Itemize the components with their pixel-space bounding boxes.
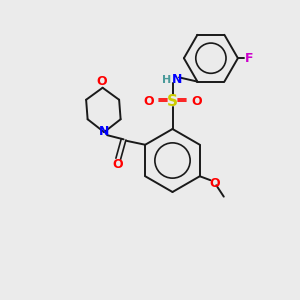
Text: N: N [99, 125, 109, 138]
Text: H: H [162, 75, 171, 85]
Text: O: O [191, 95, 202, 108]
Text: S: S [167, 94, 178, 109]
Text: F: F [245, 52, 254, 65]
Text: O: O [112, 158, 123, 171]
Text: N: N [172, 73, 182, 86]
Text: O: O [97, 75, 107, 88]
Text: O: O [209, 177, 220, 190]
Text: O: O [143, 95, 154, 108]
